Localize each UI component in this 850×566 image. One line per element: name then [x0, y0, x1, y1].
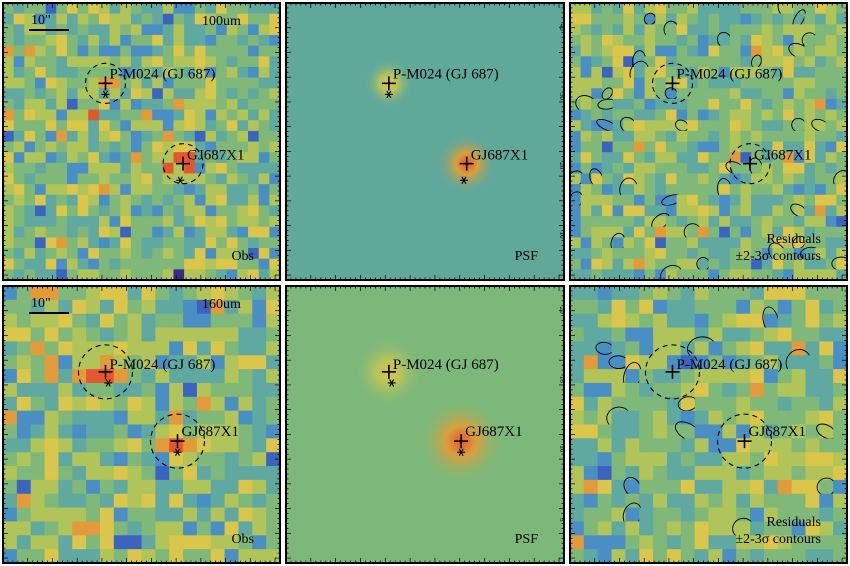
tick-label: 30 [558, 93, 566, 101]
residual-contour [601, 87, 613, 100]
tick-label: 20 [558, 162, 566, 170]
panel-corner-label: Obs [231, 249, 254, 264]
panel-corner-label: PSF [515, 249, 539, 264]
axis-ticks [285, 285, 565, 564]
axis-ticks [569, 285, 848, 564]
axis-ticks [285, 2, 565, 281]
catalog-star-marker [173, 448, 182, 456]
aperture-circle [729, 143, 771, 185]
source-label: GJ687X1 [182, 424, 240, 440]
axis-ticks [2, 285, 281, 564]
axis-ticks [2, 2, 281, 281]
residual-contour [643, 12, 656, 26]
tick-label: 10 [558, 445, 566, 453]
image-pixels [286, 3, 564, 280]
scale-bar-label: 10" [31, 13, 51, 28]
source-label: P-M024 (GJ 687) [109, 66, 215, 82]
source-position-marker [176, 156, 191, 171]
source-label: P-M024 (GJ 687) [109, 357, 215, 373]
panel-res-160um: P-M024 (GJ 687) GJ687X1 Residuals ±2-3σ con… [569, 285, 848, 564]
source-label: P-M024 (GJ 687) [676, 357, 782, 373]
tick-label: 15 [558, 376, 566, 384]
panel-obs-100um: P-M024 (GJ 687) GJ687X1 10" 100um Obs [2, 2, 281, 281]
source-position-marker [454, 434, 469, 449]
image-pixels [570, 3, 847, 280]
catalog-star-marker [104, 379, 113, 387]
image-pixels [3, 286, 280, 563]
panel-corner-label: Obs [231, 532, 254, 547]
panel-res-100um: P-M024 (GJ 687) GJ687X1 Residuals ±2-3σ con… [569, 2, 848, 281]
tick-label: 5 [558, 518, 566, 522]
catalog-star-marker [457, 448, 466, 456]
tick-label: 10 [558, 231, 566, 239]
panel-corner-label: Residuals [767, 232, 821, 247]
source-position-marker [665, 76, 680, 91]
image-pixels [570, 286, 847, 563]
source-position-marker [381, 76, 396, 91]
source-label: GJ687X1 [471, 148, 529, 164]
catalog-star-marker [176, 176, 185, 185]
source-label: P-M024 (GJ 687) [393, 357, 499, 373]
source-position-marker [743, 156, 758, 171]
scale-bar-label: 10" [31, 296, 51, 311]
aperture-circle [644, 344, 701, 400]
source-position-marker [170, 434, 185, 449]
band-label: 100um [202, 14, 241, 29]
source-label: GJ687X1 [187, 148, 245, 164]
tick-label: 40 [558, 24, 566, 32]
image-pixels [3, 3, 280, 280]
panel-corner-label: PSF [515, 532, 539, 547]
source-position-marker [98, 364, 113, 379]
source-position-marker [459, 156, 474, 171]
panel-psf-100um: 40 30 20 10 P-M024 (GJ 687) GJ687X1 PSF [285, 2, 566, 281]
panel-corner-label: Residuals [767, 515, 821, 530]
catalog-star-marker [387, 379, 396, 387]
axis-ticks [569, 2, 848, 281]
panel-psf-160um: 20 15 10 5 P-M024 (GJ 687) GJ687X1 PSF [285, 285, 566, 564]
source-label: GJ687X1 [465, 424, 523, 440]
source-label: GJ687X1 [754, 148, 812, 164]
aperture-circle [162, 143, 204, 185]
aperture-circle [84, 62, 127, 104]
tick-label: 20 [558, 307, 566, 315]
aperture-circle [651, 62, 694, 104]
source-position-marker [381, 364, 396, 379]
source-label: GJ687X1 [749, 424, 807, 440]
aperture-circle [77, 344, 134, 400]
source-label: P-M024 (GJ 687) [393, 66, 499, 82]
panel-obs-160um: P-M024 (GJ 687) GJ687X1 10" 160um Obs [2, 285, 281, 564]
aperture-circle [149, 413, 206, 469]
scale-bar: 10" [29, 13, 69, 31]
source-position-marker [98, 76, 113, 91]
source-position-marker [737, 434, 752, 449]
catalog-star-marker [384, 90, 393, 99]
source-label: P-M024 (GJ 687) [676, 66, 782, 82]
residual-contour [664, 87, 678, 100]
catalog-star-marker [101, 90, 110, 99]
source-position-marker [665, 364, 680, 379]
band-label: 160um [202, 297, 241, 312]
panel-subtitle: ±2-3σ contours [735, 532, 821, 547]
catalog-star-marker [459, 176, 468, 185]
scale-bar: 10" [29, 296, 69, 314]
panel-subtitle: ±2-3σ contours [735, 249, 821, 264]
aperture-circle [716, 413, 773, 469]
residual-contour [792, 235, 806, 250]
